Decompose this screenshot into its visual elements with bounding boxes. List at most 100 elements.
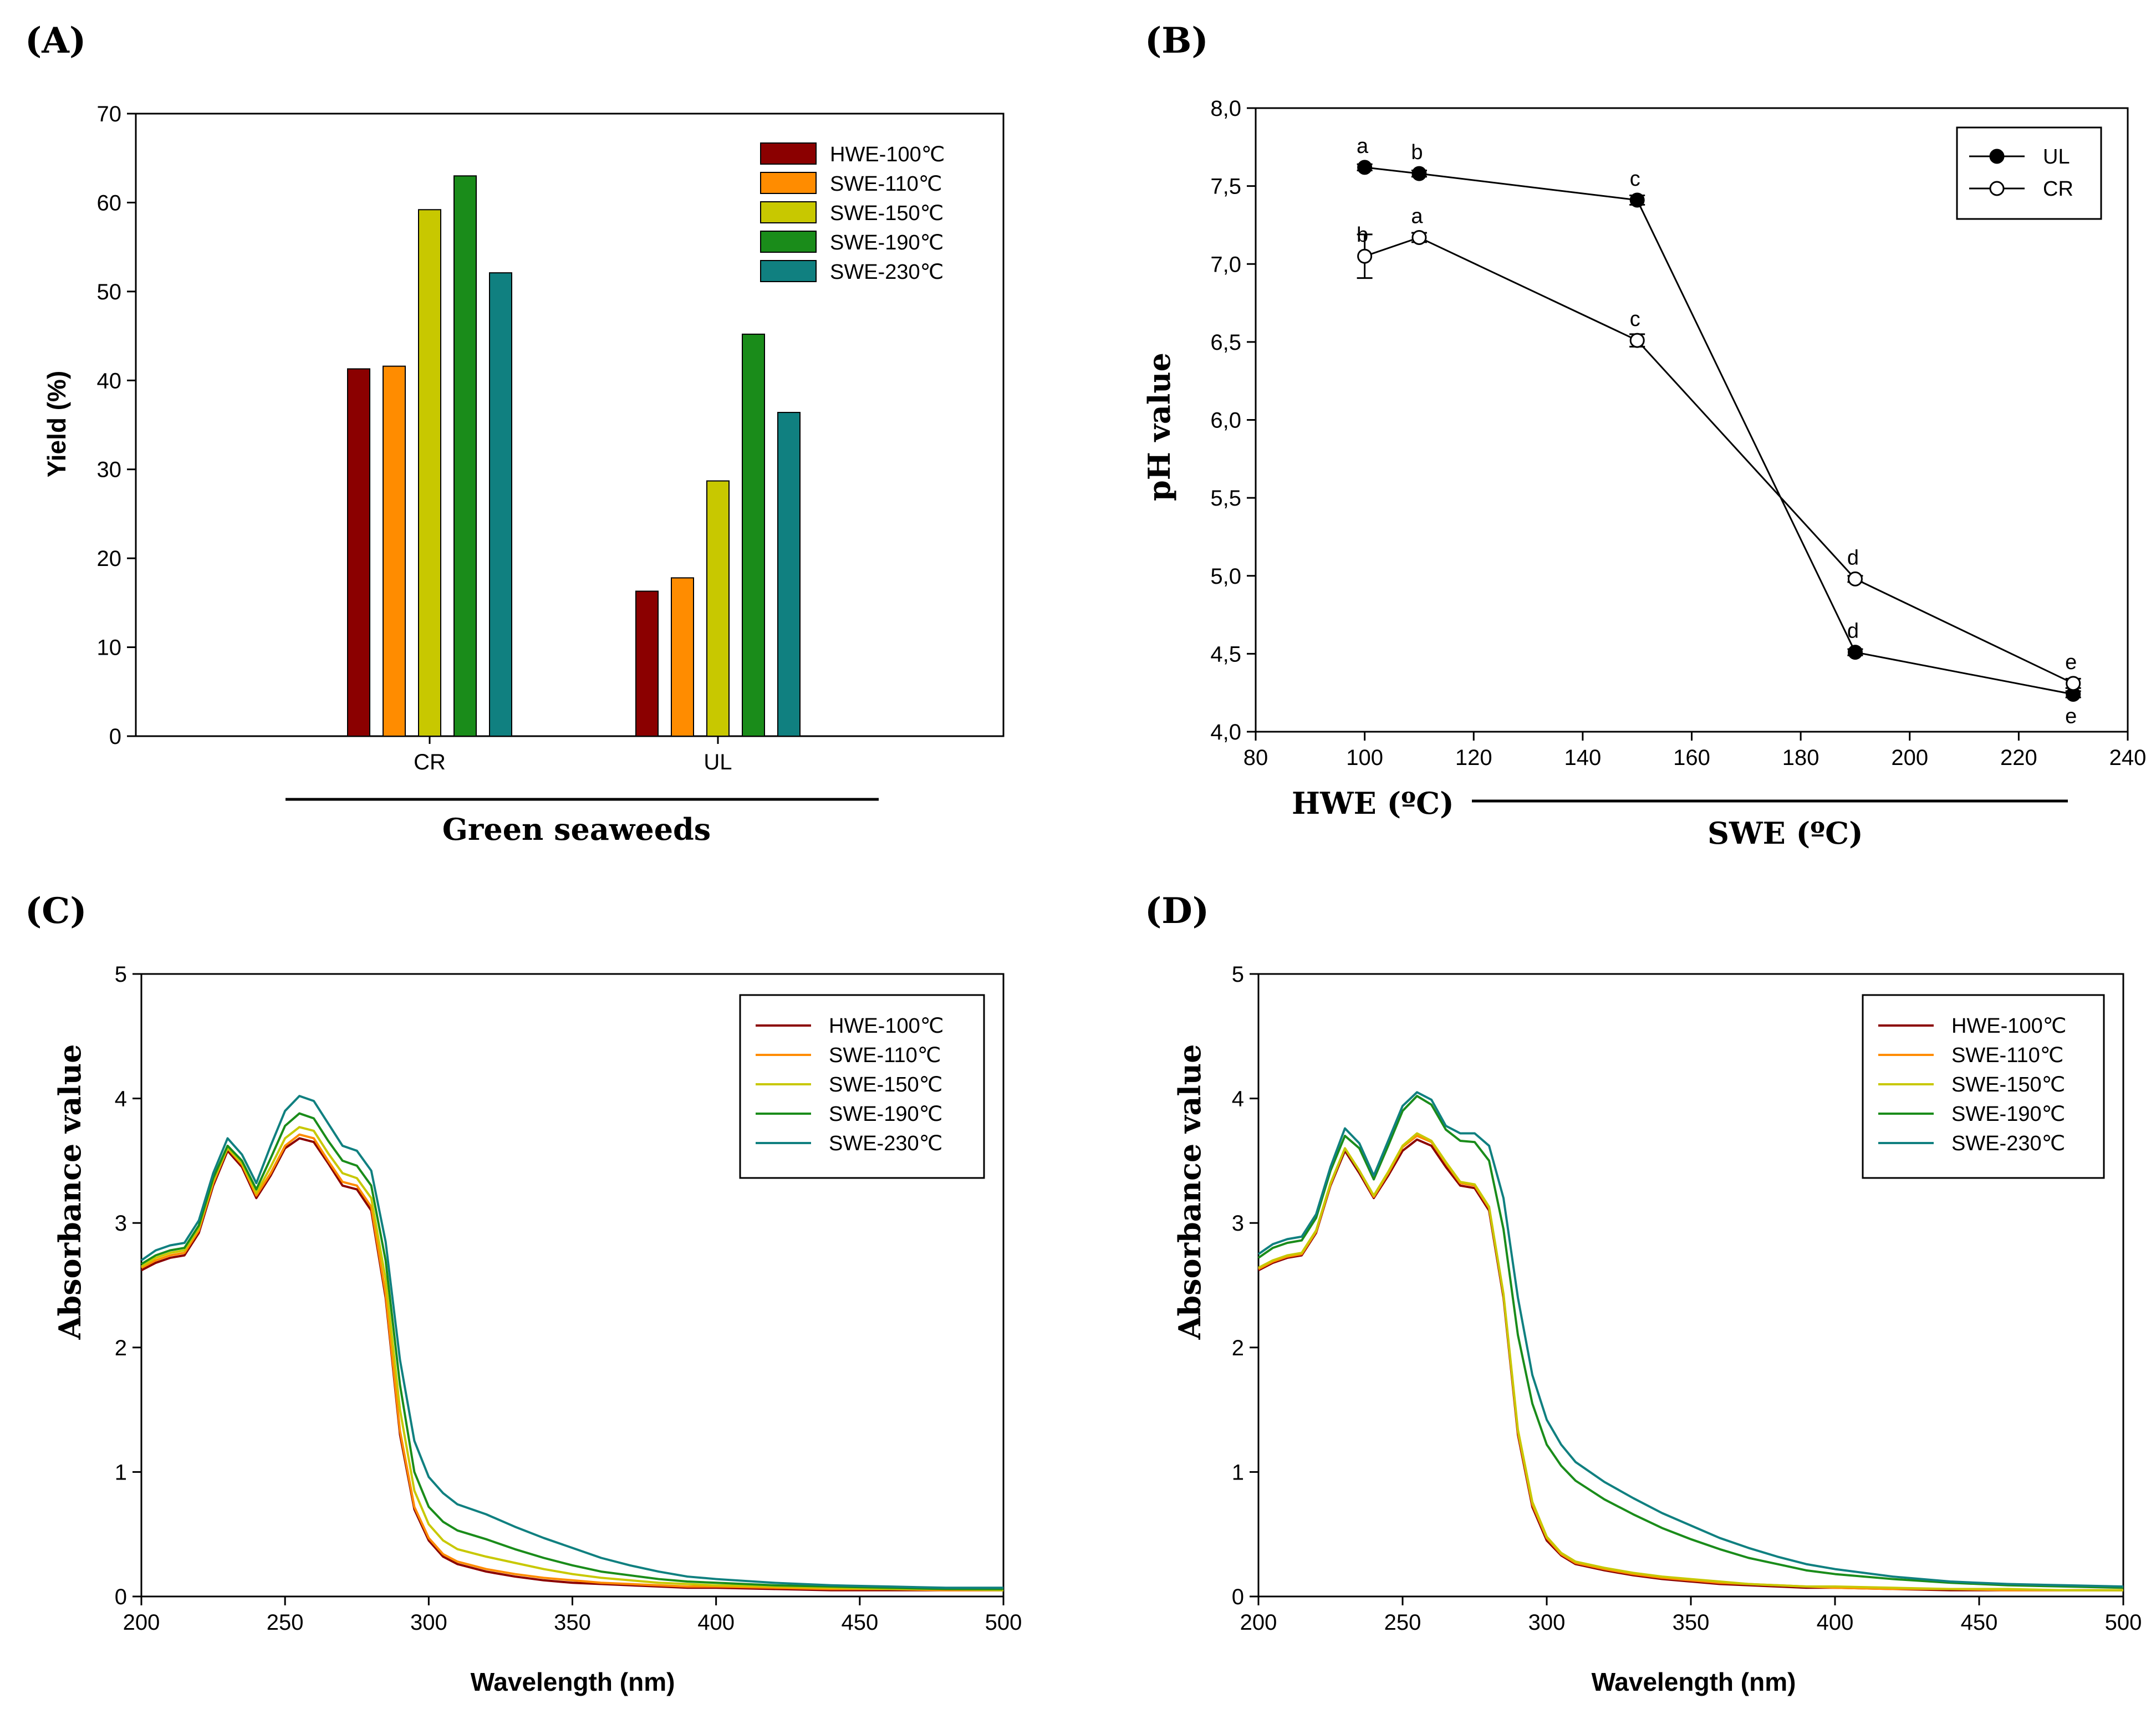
chart-b-legend-label: CR	[2043, 177, 2073, 201]
chart-b-significance-letter: c	[1630, 167, 1640, 191]
chart-b-point-ul	[1357, 160, 1373, 175]
chart-a-ytick-label: 0	[109, 725, 121, 749]
chart-d-line-swe-110	[1258, 1134, 2123, 1591]
chart-b-point-ul	[1847, 645, 1863, 660]
chart-c-legend-label: SWE-230℃	[829, 1132, 942, 1155]
chart-c-ytick-label: 0	[115, 1585, 127, 1609]
chart-c-ytick-label: 4	[115, 1087, 127, 1111]
chart-c-legend-label: SWE-190℃	[829, 1103, 942, 1126]
chart-b-xtick-label: 100	[1346, 746, 1383, 770]
chart-b-point-cr	[1629, 333, 1645, 348]
chart-b-significance-letter: a	[1357, 135, 1369, 158]
chart-b-point-cr	[1847, 571, 1863, 586]
chart-a-ytick-label: 50	[97, 280, 122, 304]
chart-b-ytick-label: 4,0	[1210, 720, 1241, 744]
chart-b-point-ul	[1629, 192, 1645, 208]
chart-b-significance-letter: e	[2065, 651, 2077, 674]
panel-label-c: (C)	[25, 890, 87, 932]
chart-b-ytick-label: 4,5	[1210, 642, 1241, 666]
chart-a-legend-label: SWE-110℃	[830, 172, 942, 196]
chart-b-ytick-label: 5,0	[1210, 564, 1241, 589]
chart-b-xlabel-hwe: HWE (ºC)	[1292, 785, 1454, 821]
chart-b-xlabel-swe: SWE (ºC)	[1708, 815, 1863, 851]
chart-a-bar-swe-230-cr	[489, 272, 512, 737]
chart-b-xtick-label: 220	[2000, 746, 2037, 770]
chart-b-xtick-label: 180	[1782, 746, 1819, 770]
chart-d-xtick-label: 400	[1817, 1610, 1854, 1635]
chart-a-bar-swe-150-ul	[706, 480, 730, 737]
chart-b-point-cr	[1411, 229, 1427, 245]
chart-c-xtick-label: 500	[985, 1610, 1022, 1635]
chart-a-xtick-label: CR	[414, 750, 446, 774]
chart-b-xtick-label: 80	[1243, 746, 1268, 770]
chart-c-ytick-label: 3	[115, 1211, 127, 1236]
chart-b-ytick-label: 7,0	[1210, 252, 1241, 277]
chart-d-ytick-label: 2	[1232, 1336, 1244, 1360]
chart-d-xtick-label: 200	[1240, 1610, 1277, 1635]
chart-c-legend-label: SWE-110℃	[829, 1044, 941, 1067]
chart-b-significance-letter: b	[1357, 223, 1368, 247]
chart-b-ytick-label: 6,0	[1210, 409, 1241, 433]
chart-d-xtick-label: 250	[1384, 1610, 1421, 1635]
chart-b-significance-letter: c	[1630, 308, 1640, 331]
chart-a-bar-swe-230-ul	[777, 412, 801, 737]
chart-c-xtick-label: 200	[123, 1610, 160, 1635]
chart-c-line-swe-190	[140, 1112, 1003, 1590]
chart-c-xtick-label: 350	[554, 1610, 591, 1635]
chart-b-significance-letter: b	[1411, 141, 1423, 164]
chart-b-xtick-label: 140	[1564, 746, 1602, 770]
chart-c-line-swe-230	[140, 1095, 1003, 1589]
chart-c-ylabel: Absorbance value	[52, 1044, 88, 1340]
chart-a-legend-swatch	[760, 172, 817, 194]
chart-d-legend-label: SWE-150℃	[1951, 1073, 2065, 1096]
panel-label-d: (D)	[1145, 890, 1209, 932]
chart-c-legend-label: HWE-100℃	[829, 1014, 944, 1038]
chart-b-xtick-label: 160	[1673, 746, 1710, 770]
chart-a-plot-frame	[135, 113, 1005, 737]
chart-a-bar-swe-110-cr	[383, 365, 406, 737]
chart-a-bar-hwe-100-cr	[347, 368, 370, 737]
chart-a-xlabel: Green seaweeds	[442, 812, 711, 847]
chart-c-xtick-label: 250	[267, 1610, 304, 1635]
chart-b-point-cr	[2066, 676, 2081, 691]
chart-b-legend-label: UL	[2043, 145, 2070, 169]
chart-c-xtick-label: 450	[841, 1610, 878, 1635]
chart-b-legend-marker	[1989, 149, 2005, 164]
chart-c-ytick-label: 2	[115, 1336, 127, 1360]
chart-d-line-swe-230	[1257, 1091, 2124, 1588]
chart-a-yield-bars: Yield (%) Green seaweeds 0 10 20 30 40 50 60 70…	[42, 102, 1005, 847]
chart-c-line-hwe-100	[141, 1137, 1003, 1591]
chart-b-ytick-label: 7,5	[1210, 175, 1241, 199]
chart-d-ytick-label: 1	[1232, 1460, 1244, 1485]
chart-b-legend-box	[1956, 126, 2102, 220]
chart-b-significance-letter: e	[2065, 705, 2077, 728]
chart-a-legend-swatch	[760, 201, 817, 223]
chart-d-legend-label: SWE-190℃	[1951, 1103, 2065, 1126]
chart-b-point-cr	[1357, 248, 1373, 264]
chart-d-xtick-label: 300	[1528, 1610, 1566, 1635]
chart-a-legend-label: SWE-190℃	[830, 231, 944, 254]
chart-b-line-cr	[1364, 236, 2074, 685]
chart-a-bar-hwe-100-ul	[635, 590, 659, 737]
chart-c-line-swe-150	[140, 1126, 1004, 1591]
chart-b-ytick-label: 6,5	[1210, 330, 1241, 355]
chart-d-xtick-label: 500	[2105, 1610, 2142, 1635]
chart-d-xtick-label: 450	[1961, 1610, 1998, 1635]
panel-label-b: (B)	[1145, 20, 1209, 62]
chart-a-bar-swe-150-cr	[418, 209, 441, 737]
chart-c-xtick-label: 300	[410, 1610, 447, 1635]
chart-b-ytick-label: 8,0	[1210, 96, 1241, 121]
chart-a-ytick-label: 30	[97, 458, 122, 482]
chart-d-xtick-label: 350	[1673, 1610, 1710, 1635]
chart-a-bar-swe-110-ul	[671, 577, 694, 737]
chart-d-ytick-label: 0	[1232, 1585, 1244, 1609]
chart-a-legend-swatch	[760, 260, 817, 282]
chart-a-ytick-label: 40	[97, 369, 122, 393]
chart-b-point-ul	[1411, 166, 1427, 181]
chart-d-legend-label: HWE-100℃	[1951, 1014, 2066, 1038]
chart-b-ph-lines: pH value HWE (ºC) SWE (ºC) 4,0 4,5 5,0 5,5 6…	[1141, 96, 2146, 851]
chart-d-line-swe-150	[1258, 1132, 2123, 1591]
chart-a-legend-label: HWE-100℃	[830, 143, 945, 166]
chart-b-xtick-label: 200	[1891, 746, 1928, 770]
